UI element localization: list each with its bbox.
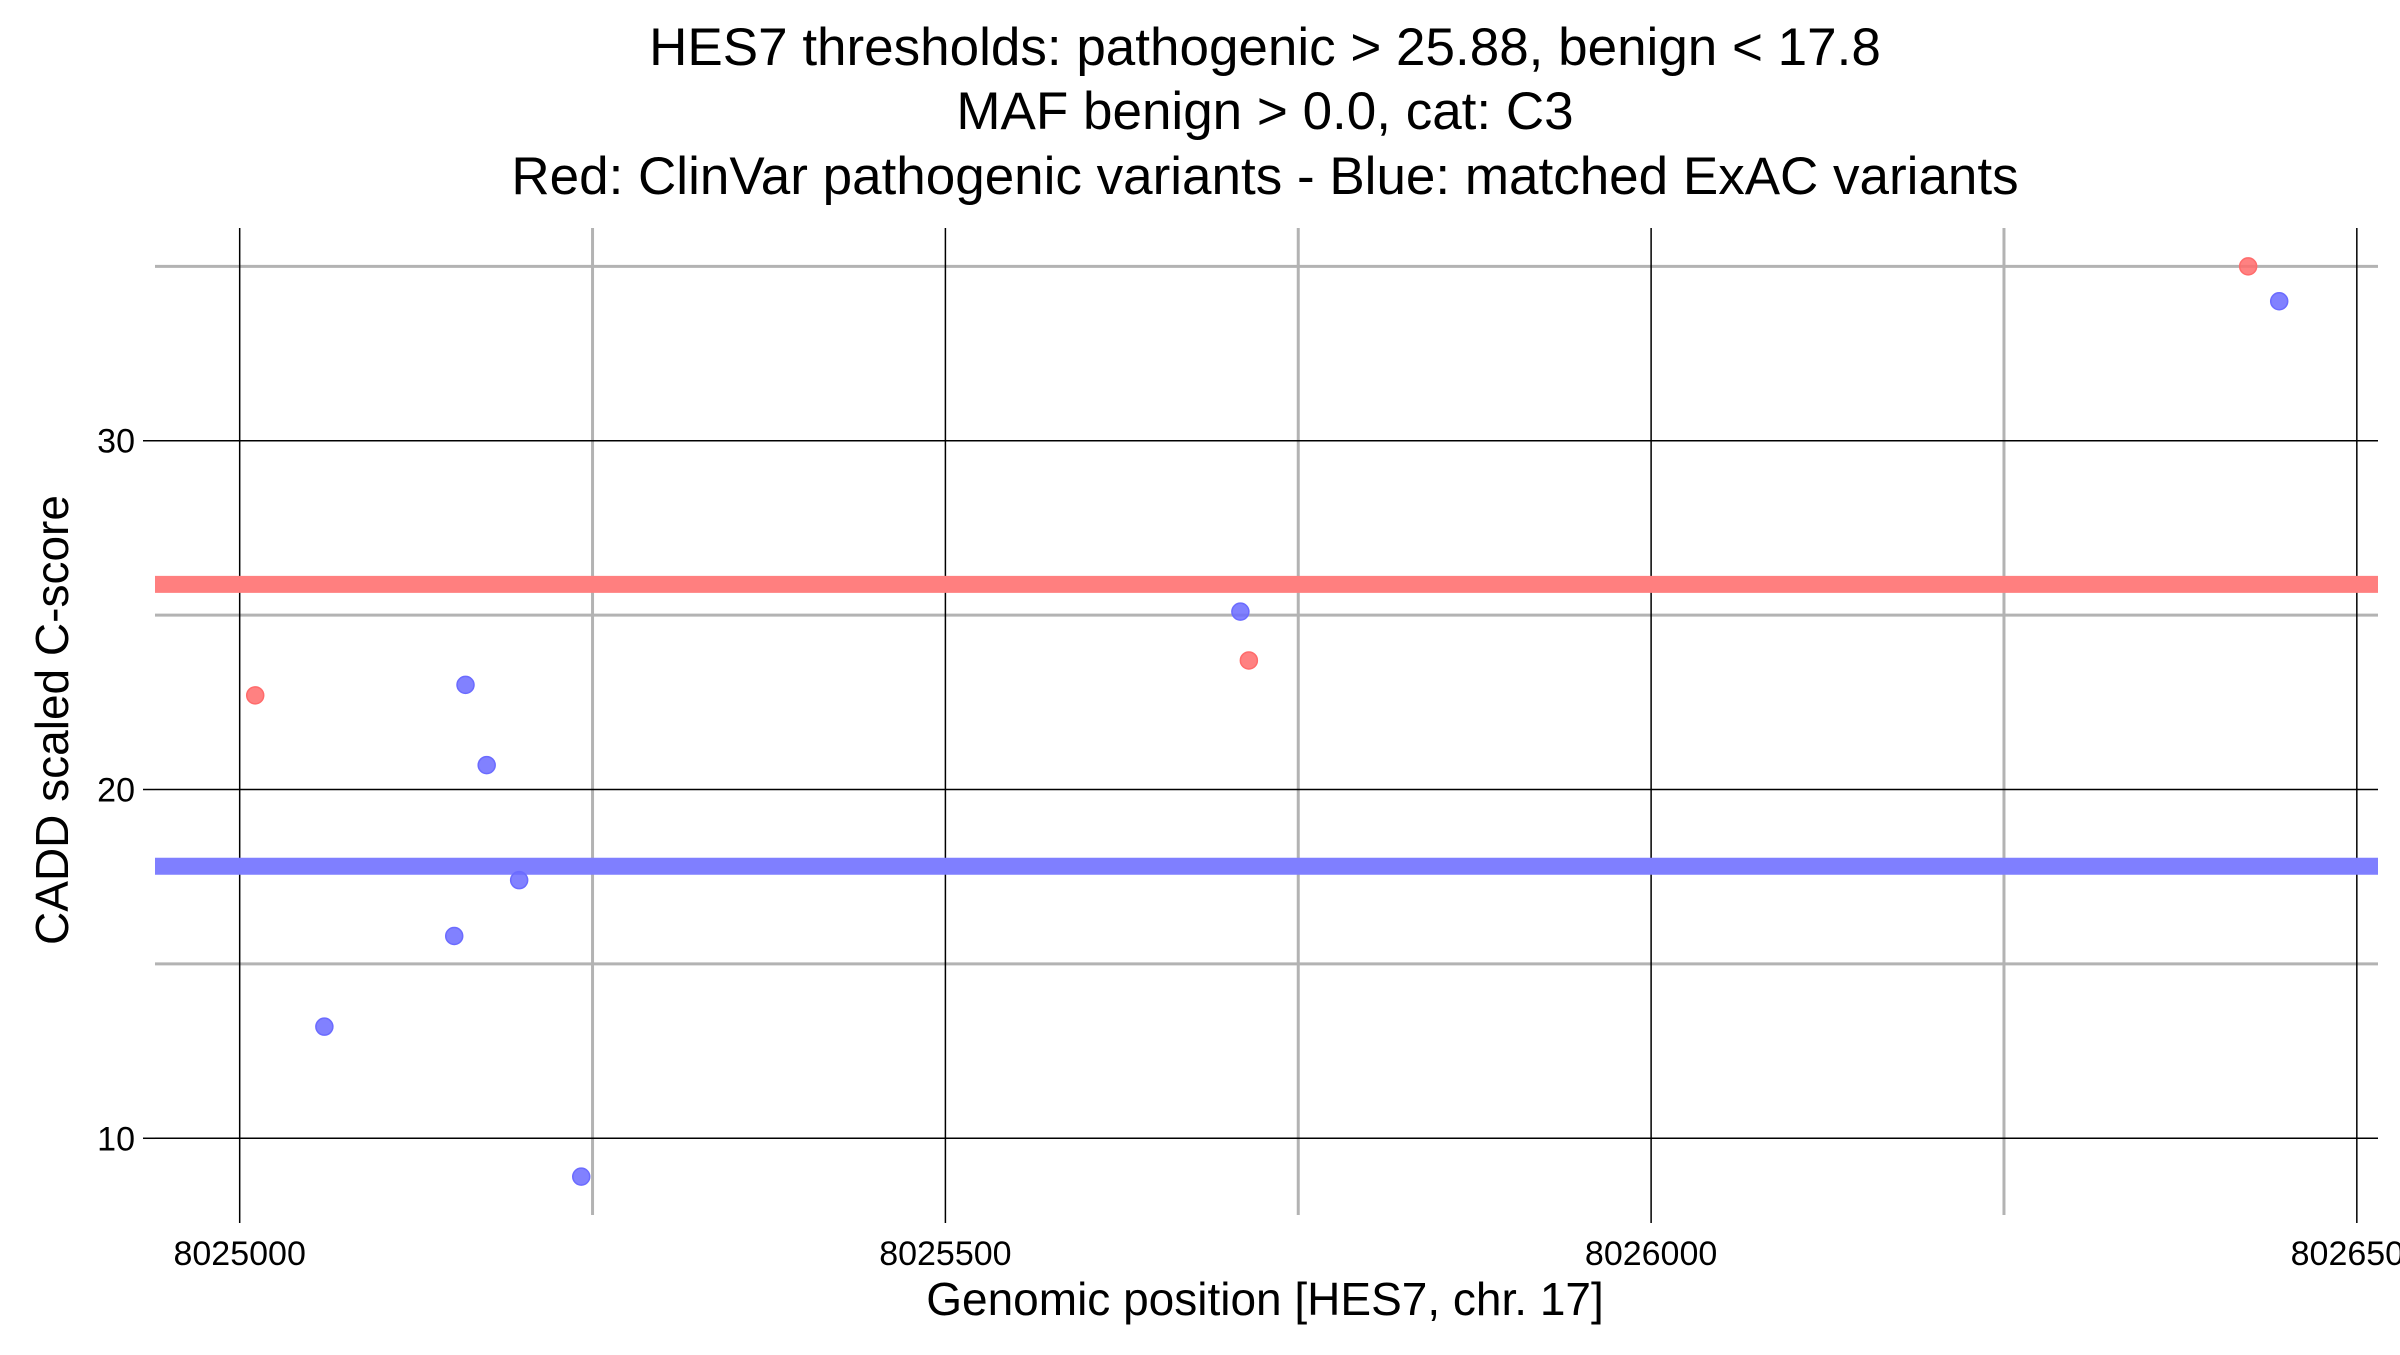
y-tick-label: 20 [97, 772, 135, 810]
threshold-lines [155, 575, 2378, 875]
data-point-red [2238, 257, 2258, 276]
data-point-blue [2269, 291, 2289, 311]
data-point-blue [509, 870, 529, 890]
title-line-2: MAF benign > 0.0, cat: C3 [956, 82, 1573, 141]
data-point-blue [572, 1167, 591, 1186]
x-tick-label: 8025000 [173, 1235, 305, 1273]
data-point-blue [456, 675, 475, 695]
grid [155, 228, 2378, 1215]
data-points [245, 257, 2289, 1186]
x-tick-label: 8026000 [1585, 1235, 1717, 1273]
data-point-blue [444, 926, 464, 946]
y-axis-title: CADD scaled C-score [26, 495, 78, 945]
axis-ticks: 8025000 8025500 8026000 8026500 10 20 30 [97, 423, 2400, 1273]
data-point-red [245, 686, 265, 705]
x-axis-title: Genomic position [HES7, chr. 17] [926, 1273, 1604, 1325]
data-point-blue [477, 755, 496, 775]
title-line-3: Red: ClinVar pathogenic variants - Blue:… [511, 147, 2018, 206]
chart-title: HES7 thresholds: pathogenic > 25.88, ben… [511, 18, 2018, 206]
y-tick-label: 30 [97, 423, 135, 461]
y-tick-label: 10 [97, 1120, 135, 1158]
data-point-blue [315, 1017, 334, 1036]
data-point-blue [1231, 602, 1250, 621]
x-tick-label: 8026500 [2291, 1235, 2400, 1273]
data-point-red [1239, 651, 1259, 670]
x-tick-label: 8025500 [879, 1235, 1011, 1273]
title-line-1: HES7 thresholds: pathogenic > 25.88, ben… [649, 18, 1881, 77]
